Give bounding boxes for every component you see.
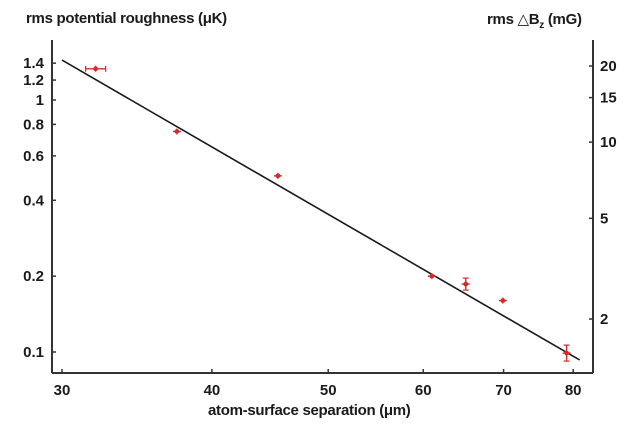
left-axis-title: rms potential roughness (μK) — [26, 10, 227, 27]
fit-line — [61, 59, 581, 361]
x-tick-label: 80 — [565, 382, 582, 399]
right-title-prefix: rms — [487, 11, 518, 28]
data-point — [500, 298, 506, 303]
delta-b-symbol: △B — [517, 11, 540, 28]
y-left-tick-label: 1 — [36, 92, 44, 109]
x-tick-label: 40 — [204, 382, 221, 399]
right-title-subscript: z — [539, 20, 544, 31]
y-left-tick-label: 0.4 — [23, 192, 45, 209]
y-left-tick-label: 0.2 — [23, 268, 44, 285]
data-point — [275, 173, 281, 179]
data-point — [93, 66, 99, 72]
x-tick-label: 60 — [415, 382, 432, 399]
x-tick-label: 50 — [320, 382, 337, 399]
y-right-tick-label: 5 — [600, 210, 608, 227]
y-right-tick-label: 10 — [600, 134, 617, 151]
y-left-tick-label: 0.1 — [23, 344, 44, 361]
y-left-tick-label: 0.8 — [23, 116, 44, 133]
right-title-suffix: (mG) — [543, 11, 582, 28]
data-point — [564, 350, 570, 356]
y-left-tick-label: 1.4 — [23, 55, 45, 72]
y-right-tick-label: 2 — [600, 311, 608, 328]
data-point — [174, 129, 180, 134]
right-axis-title: rms △Bz (mG) — [487, 10, 582, 31]
x-axis-title: atom-surface separation (μm) — [208, 402, 411, 419]
x-tick-label: 30 — [54, 382, 71, 399]
data-point — [429, 273, 435, 279]
y-right-tick-label: 20 — [600, 58, 617, 75]
y-left-tick-label: 0.6 — [23, 148, 44, 165]
data-point — [463, 281, 469, 287]
y-right-tick-label: 15 — [600, 90, 617, 107]
y-left-tick-label: 1.2 — [23, 72, 44, 89]
x-tick-label: 70 — [495, 382, 512, 399]
